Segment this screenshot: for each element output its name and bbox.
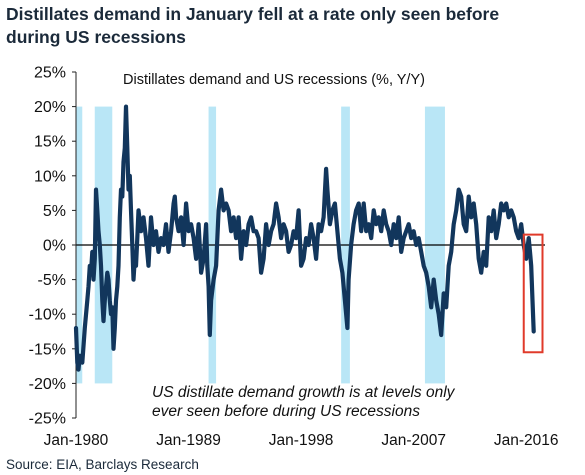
annotation-line-1: US distillate demand growth is at levels… [152,384,456,401]
x-axis: Jan-1980 Jan-1989 Jan-1998 Jan-2007 Jan-2016 [44,432,559,449]
x-tick-label: Jan-1998 [269,432,334,449]
x-tick-label: Jan-1980 [44,432,109,449]
headline: Distillates demand in January fell at a … [6,3,581,49]
y-tick-label: 0% [43,238,66,255]
y-tick-label: 25% [34,65,66,82]
y-tick-label: 20% [34,99,66,116]
headline-line-1: Distillates demand in January fell at a … [6,4,500,24]
x-tick-label: Jan-2007 [381,432,446,449]
x-tick-label: Jan-2016 [494,432,559,449]
y-tick-label: 5% [43,203,66,220]
highlight-box [522,233,544,354]
chart-title: Distillates demand and US recessions (%,… [123,72,425,88]
y-tick-label: 15% [34,134,66,151]
y-tick-label: -15% [29,341,66,358]
annotation-line-2: ever seen before during US recessions [152,403,420,420]
y-tick-label: -10% [29,307,66,324]
y-tick-label: -5% [38,272,66,289]
x-tick-label: Jan-1989 [156,432,221,449]
y-tick-label: -20% [29,376,66,393]
y-tick-label: -25% [29,411,66,428]
y-axis: 25% 20% 15% 10% 5% 0% -5% -10% -15% -20% -25% [29,65,77,428]
y-tick-label: 10% [34,168,66,185]
source-note: Source: EIA, Barclays Research [6,457,199,472]
series-line-distillates-demand [73,104,536,372]
headline-line-2: during US recessions [6,27,186,47]
